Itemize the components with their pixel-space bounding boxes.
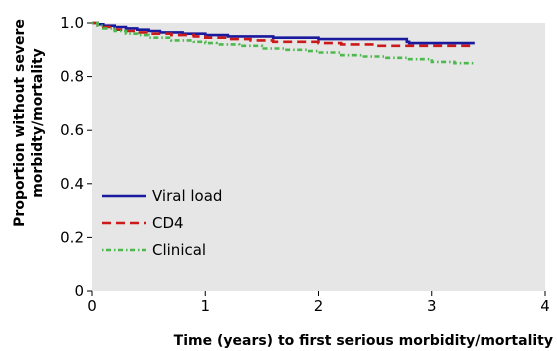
x-axis-title: Time (years) to first serious morbidity/… [174, 333, 553, 349]
x-tick-label: 0 [87, 297, 97, 315]
x-tick-label: 4 [540, 297, 550, 315]
series-line-clinical [92, 21, 475, 65]
series-layer [92, 21, 475, 65]
y-axis-title-line-1: Proportion without severe [12, 19, 28, 227]
y-tick-label: 0.6 [60, 121, 84, 139]
y-tick-label: 0 [74, 282, 84, 300]
legend-label: CD4 [152, 214, 184, 232]
y-tick-label: 0.4 [60, 175, 84, 193]
x-tick-label: 1 [200, 297, 210, 315]
x-tick-label: 2 [314, 297, 324, 315]
legend-label: Clinical [152, 241, 206, 259]
x-tick-label: 3 [427, 297, 437, 315]
plot-area [92, 23, 545, 291]
series-line-viral-load [92, 21, 475, 45]
y-tick-label: 0.2 [60, 228, 84, 246]
y-axis-title-line-2: morbidty/mortality [30, 48, 46, 198]
legend: Viral load CD4 Clinical [102, 187, 222, 259]
legend-label: Viral load [152, 187, 222, 205]
y-tick-label: 1.0 [60, 14, 84, 32]
tick-labels: 0 1 2 3 4 0 0.2 0.4 0.6 0.8 1.0 [60, 14, 550, 315]
y-tick-label: 0.8 [60, 68, 84, 86]
